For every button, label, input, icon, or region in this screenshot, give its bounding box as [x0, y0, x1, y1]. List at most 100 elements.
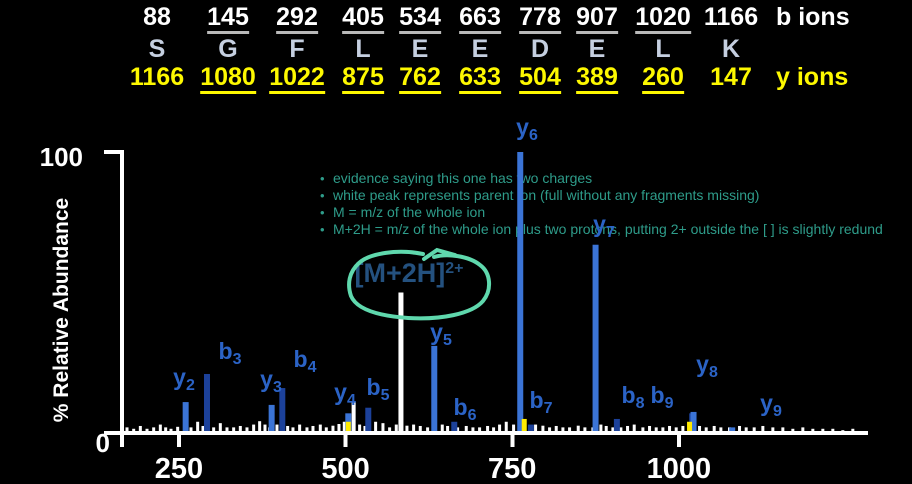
x-tick-label: 1000: [647, 453, 712, 484]
b-ion-value: 145: [207, 4, 249, 34]
noise-peak: [196, 421, 200, 433]
b-ion-value: 405: [342, 4, 384, 34]
noise-peak: [232, 427, 236, 433]
noise-peak: [342, 421, 346, 433]
hand-drawn-circle: [347, 249, 491, 321]
noise-peak: [169, 428, 173, 433]
peak-label-b6: b6: [453, 394, 477, 424]
noise-peak: [298, 424, 302, 433]
noise-peak: [374, 421, 378, 433]
noise-peak: [337, 424, 341, 433]
b6-peak: [451, 421, 458, 433]
noise-peak: [218, 423, 222, 433]
noise-peak: [641, 427, 645, 433]
noise-peak: [381, 423, 385, 433]
noise-peak: [132, 428, 136, 433]
y-ion-value: 762: [399, 64, 441, 94]
annotation-bullet: • M+2H = m/z of the whole ion plus two pr…: [320, 221, 883, 237]
peak-label-y7: y7: [593, 211, 615, 241]
peak-label-b3: b3: [218, 338, 242, 368]
bullet-dot-icon: •: [320, 188, 325, 203]
noise-peak: [394, 424, 398, 433]
noise-peak: [263, 424, 267, 433]
residue-letter: F: [289, 35, 305, 63]
b-ion-value: 88: [143, 3, 171, 31]
noise-peak: [318, 424, 322, 433]
bullet-dot-icon: •: [320, 205, 325, 220]
noise-peak: [534, 424, 538, 433]
noise-peak: [158, 424, 162, 433]
bullet-dot-icon: •: [320, 222, 325, 237]
noise-peak: [478, 427, 482, 433]
y-ion-value: 1080: [200, 64, 256, 94]
y-ion-value: 389: [576, 64, 618, 94]
noise-peak: [358, 424, 362, 433]
parent-ion-label-main: [M+2H]: [354, 258, 446, 288]
y-ion-row: 1166 1080 1022 875 762 633 504 389 260 147 y ions: [0, 64, 912, 94]
y5-peak: [431, 345, 438, 433]
residue-letter: G: [218, 35, 238, 63]
y-ion-value: 504: [519, 64, 561, 94]
x-tick-label: 500: [321, 453, 369, 484]
noise-peak: [744, 427, 748, 433]
noise-peak: [599, 424, 603, 433]
hand-drawn-circle-notch: [422, 247, 457, 261]
y2-peak: [182, 402, 189, 433]
residue-letter: L: [355, 35, 371, 63]
noise-peak: [405, 425, 409, 433]
annotation-bullet-list: • evidence saying this one has two charge…: [320, 170, 883, 238]
noise-peak: [712, 425, 716, 433]
noise-peak: [761, 425, 765, 433]
noise-peak: [781, 427, 785, 433]
noise-peak: [611, 427, 615, 433]
peak-label-y2: y2: [173, 364, 195, 394]
residue-letter: E: [411, 35, 429, 63]
parent-peak: [398, 292, 404, 433]
noise-peak: [541, 425, 545, 433]
peak-label-y8: y8: [696, 351, 718, 381]
noise-peak: [704, 427, 708, 433]
noise-peak: [576, 425, 580, 433]
noise-peak: [561, 427, 565, 433]
noise-peak: [771, 427, 775, 433]
noise-peak: [176, 426, 180, 433]
b3-peak: [203, 373, 210, 433]
noise-peak: [512, 424, 516, 433]
peak-label-y4: y4: [334, 379, 356, 409]
noise-peak: [752, 427, 756, 433]
noise-peak: [305, 427, 309, 433]
noise-peak: [331, 425, 335, 433]
noise-peak: [164, 427, 168, 433]
noise-peak: [238, 425, 242, 433]
y-ion-value: 875: [342, 64, 384, 94]
noise-peak: [648, 425, 652, 433]
noise-peak: [258, 421, 262, 433]
y7-peak: [592, 244, 599, 433]
noise-peak: [189, 427, 193, 433]
peak-label-b5: b5: [366, 374, 390, 404]
noise-peak: [464, 425, 468, 433]
noise-peak: [252, 424, 256, 433]
noise-peak: [426, 427, 430, 433]
noise-peak: [446, 425, 450, 433]
noise-peak: [275, 424, 279, 433]
noise-peak: [583, 427, 587, 433]
peak-label-y5: y5: [430, 319, 452, 349]
y-ions-row-label: y ions: [776, 63, 849, 91]
y3-peak: [268, 404, 275, 433]
noise-peak: [811, 428, 815, 433]
noise-peak: [791, 428, 795, 433]
noise-peak: [212, 427, 216, 433]
b-ion-value: 1166: [703, 3, 759, 31]
annotation-bullet: • M = m/z of the whole ion: [320, 204, 486, 220]
noise-peak: [456, 427, 460, 433]
noise-peak: [548, 427, 552, 433]
noise-peak: [492, 427, 496, 433]
b-ion-value: 778: [519, 4, 561, 34]
b-ion-value: 663: [459, 4, 501, 34]
noise-peak: [125, 427, 129, 433]
x-tick-label: 250: [155, 453, 203, 484]
noise-peak: [145, 428, 149, 433]
y6-peak: [517, 152, 524, 433]
